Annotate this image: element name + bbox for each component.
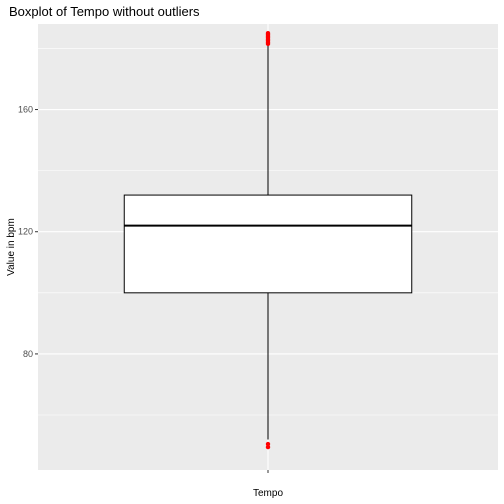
- y-tick-label: 160: [18, 105, 33, 115]
- outlier-point: [265, 30, 271, 36]
- x-axis: Tempo: [253, 470, 283, 499]
- outlier-point: [265, 441, 271, 447]
- x-category-label: Tempo: [253, 488, 283, 499]
- y-axis-label: Value in bpm: [6, 218, 17, 276]
- chart-title: Boxplot of Tempo without outliers: [9, 4, 200, 19]
- outlier-point: [265, 444, 271, 450]
- y-axis: 80 120 160: [18, 105, 38, 359]
- y-tick-label: 120: [18, 227, 33, 237]
- box-iqr: [123, 194, 413, 294]
- boxplot: [123, 30, 413, 450]
- y-tick-label: 80: [23, 349, 33, 359]
